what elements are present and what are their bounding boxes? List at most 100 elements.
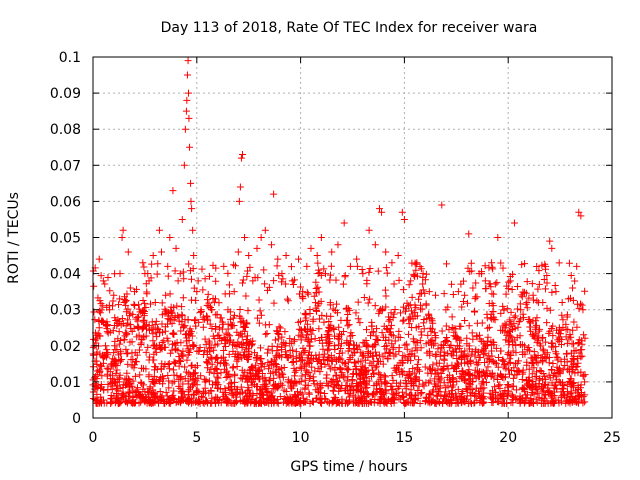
data-point-marker [508, 396, 516, 404]
data-point-marker [212, 393, 220, 401]
data-point-marker [516, 399, 524, 407]
data-point-marker [473, 397, 481, 405]
data-point-marker [188, 296, 196, 304]
data-point-marker [358, 362, 366, 370]
data-point-marker [145, 371, 153, 379]
data-point-marker [273, 327, 281, 335]
data-point-marker [206, 272, 214, 280]
y-tick-label: 0.02 [50, 339, 81, 355]
data-point-marker [553, 376, 561, 384]
data-point-marker [497, 347, 505, 355]
data-point-marker [476, 384, 484, 392]
data-point-marker [148, 318, 156, 326]
data-point-marker [145, 388, 153, 396]
data-point-marker [162, 291, 170, 299]
data-point-marker [107, 382, 115, 390]
data-point-marker [104, 329, 112, 337]
data-point-marker [575, 339, 583, 347]
data-point-marker [481, 349, 489, 357]
data-point-marker [183, 356, 191, 364]
data-point-marker [406, 301, 414, 309]
data-point-marker [103, 303, 111, 311]
data-point-marker [149, 390, 157, 398]
data-point-marker [518, 293, 526, 301]
data-point-marker [403, 345, 411, 353]
data-point-marker [178, 387, 186, 395]
data-point-marker [100, 399, 108, 407]
data-point-marker [411, 369, 419, 377]
data-point-marker [325, 335, 333, 343]
data-point-marker [527, 327, 535, 335]
data-point-marker [306, 305, 314, 313]
data-point-marker [229, 364, 237, 372]
data-point-marker [142, 348, 150, 356]
data-point-marker [208, 360, 216, 368]
data-point-marker [175, 362, 183, 370]
data-point-marker [368, 361, 376, 369]
data-point-marker [144, 269, 152, 277]
data-point-marker [124, 349, 132, 357]
data-point-marker [515, 318, 523, 326]
data-point-marker [356, 395, 364, 403]
data-point-marker [523, 278, 531, 286]
data-point-marker [99, 359, 107, 367]
data-point-marker [476, 353, 484, 361]
data-point-marker [549, 332, 557, 340]
data-point-marker [458, 369, 466, 377]
data-point-marker [179, 323, 187, 331]
data-point-marker [390, 310, 398, 318]
data-point-marker [138, 336, 146, 344]
data-point-marker [207, 343, 215, 351]
data-point-marker [494, 392, 502, 400]
data-point-marker [91, 385, 99, 393]
data-point-marker [125, 376, 133, 383]
data-point-marker [270, 374, 278, 382]
data-point-marker [181, 375, 189, 383]
data-point-marker [239, 323, 247, 331]
data-point-marker [182, 107, 190, 115]
data-point-marker [324, 346, 332, 354]
data-point-marker [409, 315, 417, 323]
data-point-marker [190, 284, 198, 292]
data-point-marker [199, 393, 207, 401]
data-point-marker [109, 327, 117, 335]
data-point-marker [426, 364, 434, 372]
data-point-marker [209, 294, 217, 302]
data-point-marker [433, 359, 441, 367]
data-point-marker [162, 307, 170, 315]
data-point-marker [409, 335, 417, 343]
data-point-marker [224, 331, 232, 339]
y-tick-label: 0.07 [50, 158, 81, 174]
data-point-marker [494, 354, 502, 362]
data-point-marker [536, 367, 544, 375]
data-point-marker [244, 375, 252, 383]
data-point-marker [260, 266, 268, 274]
data-point-marker [139, 394, 147, 402]
data-point-marker [351, 393, 359, 401]
data-point-marker [485, 323, 493, 331]
data-point-marker [297, 357, 305, 365]
data-point-marker [281, 328, 289, 336]
data-point-marker [409, 365, 417, 373]
data-point-marker [157, 365, 165, 373]
data-point-marker [268, 342, 276, 350]
data-point-marker [356, 378, 364, 386]
data-point-marker [444, 349, 452, 357]
data-point-marker [417, 328, 425, 336]
data-point-marker [555, 368, 563, 376]
data-point-marker [244, 345, 252, 353]
data-point-marker [466, 398, 474, 406]
data-point-marker [152, 317, 160, 325]
data-point-marker [448, 323, 456, 331]
data-point-marker [546, 374, 554, 382]
data-point-marker [93, 390, 101, 398]
data-point-marker [235, 331, 243, 339]
data-point-marker [199, 286, 207, 294]
data-point-marker [278, 369, 286, 377]
data-point-marker [180, 275, 188, 283]
data-point-marker [461, 317, 469, 325]
data-point-marker [376, 399, 384, 407]
data-point-marker [369, 343, 377, 351]
data-point-marker [506, 318, 514, 326]
data-point-marker [131, 301, 139, 309]
